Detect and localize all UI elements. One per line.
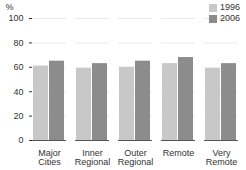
svg-text:VeryRemote: VeryRemote xyxy=(206,148,238,167)
svg-text:MajorCities: MajorCities xyxy=(38,148,61,167)
svg-text:Remote: Remote xyxy=(163,148,195,158)
svg-text:60: 60 xyxy=(13,62,23,72)
svg-text:100: 100 xyxy=(8,13,23,23)
svg-text:40: 40 xyxy=(13,87,23,97)
svg-text:InnerRegional: InnerRegional xyxy=(75,148,111,167)
html-text:2006: 2006 xyxy=(220,13,240,23)
svg-text:20: 20 xyxy=(13,111,23,121)
svg-text:%: % xyxy=(6,2,14,12)
svg-text:0: 0 xyxy=(18,135,23,145)
svg-text:80: 80 xyxy=(13,38,23,48)
html-text:1996: 1996 xyxy=(220,2,240,12)
svg-text:OuterRegional: OuterRegional xyxy=(118,148,154,167)
